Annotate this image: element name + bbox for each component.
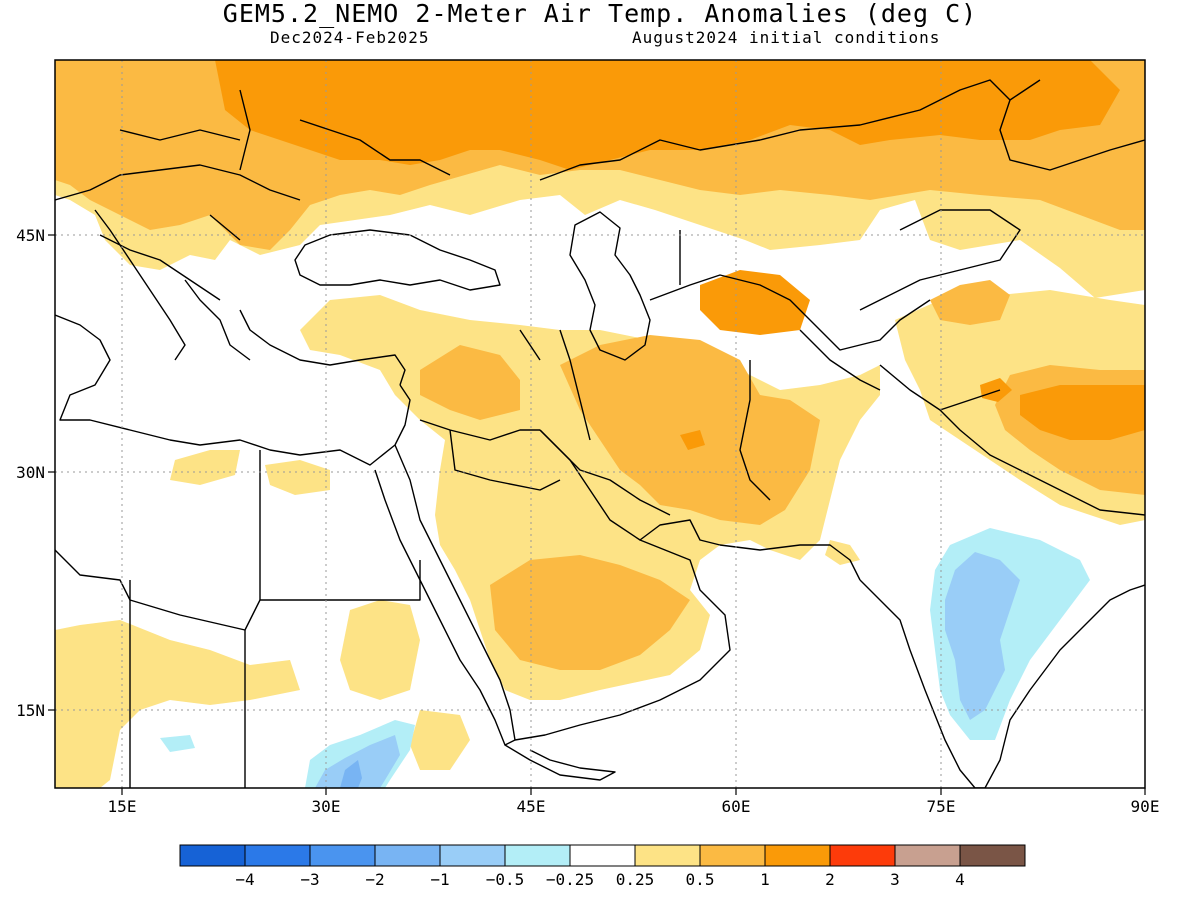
lon-label-30e: 30E xyxy=(312,797,341,816)
colorbar-label: 1 xyxy=(760,870,770,889)
lon-labels: 15E 30E 45E 60E 75E 90E xyxy=(108,797,1160,816)
lat-label-15n: 15N xyxy=(16,701,45,720)
colorbar-swatch xyxy=(764,844,831,867)
colorbar-swatch xyxy=(309,844,376,867)
colorbar-label: 0.5 xyxy=(686,870,715,889)
colorbar-swatch xyxy=(244,844,311,867)
season-subtitle: Dec2024-Feb2025 xyxy=(270,28,430,47)
colorbar-swatch xyxy=(439,844,506,867)
colorbar-label: −2 xyxy=(365,870,384,889)
colorbar-label: −1 xyxy=(430,870,449,889)
colorbar: −4 −3 −2 −1 −0.5 −0.25 0.25 0.5 1 2 3 4 xyxy=(179,844,1026,889)
lon-label-90e: 90E xyxy=(1131,797,1160,816)
lon-label-60e: 60E xyxy=(722,797,751,816)
anomaly-field xyxy=(55,60,1145,788)
colorbar-label: 0.25 xyxy=(616,870,655,889)
lat-label-30n: 30N xyxy=(16,463,45,482)
lat-label-45n: 45N xyxy=(16,226,45,245)
anomaly-2-3-regions xyxy=(215,60,1145,450)
east-africa-cool-anomaly xyxy=(305,720,415,788)
colorbar-swatch xyxy=(374,844,441,867)
map-frame xyxy=(54,59,1146,789)
lon-label-75e: 75E xyxy=(927,797,956,816)
colorbar-swatch xyxy=(634,844,701,867)
colorbar-swatch xyxy=(829,844,896,867)
colorbar-label: −3 xyxy=(300,870,319,889)
colorbar-label: −0.5 xyxy=(486,870,525,889)
colorbar-label: −4 xyxy=(235,870,254,889)
india-cool-anomaly xyxy=(160,528,1090,752)
tick-marks xyxy=(48,234,1146,795)
lon-label-15e: 15E xyxy=(108,797,137,816)
lon-label-45e: 45E xyxy=(517,797,546,816)
coastlines-borders xyxy=(55,79,1145,788)
colorbar-label: 3 xyxy=(890,870,900,889)
init-conditions-subtitle: August2024 initial conditions xyxy=(632,28,941,47)
map-title: GEM5.2_NEMO 2-Meter Air Temp. Anomalies … xyxy=(222,0,978,28)
colorbar-swatch xyxy=(504,844,571,867)
colorbar-swatch xyxy=(959,844,1026,867)
colorbar-swatch xyxy=(894,844,961,867)
lat-labels: 45N 30N 15N xyxy=(16,226,45,720)
colorbar-label: −0.25 xyxy=(546,870,594,889)
colorbar-swatch xyxy=(179,844,246,867)
colorbar-label: 2 xyxy=(825,870,835,889)
colorbar-swatch xyxy=(699,844,766,867)
colorbar-label: 4 xyxy=(955,870,965,889)
grid-lines xyxy=(55,60,1145,788)
colorbar-swatch xyxy=(569,844,636,867)
